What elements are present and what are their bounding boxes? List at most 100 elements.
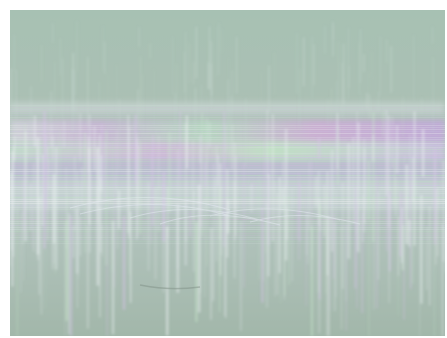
streak — [107, 73, 108, 144]
streak — [372, 112, 375, 242]
streak — [330, 149, 334, 252]
scan-line — [10, 133, 445, 134]
streak — [411, 195, 414, 284]
streak — [428, 206, 431, 306]
streak — [338, 41, 340, 104]
streak — [252, 181, 254, 203]
streak — [347, 27, 350, 100]
streak — [40, 45, 43, 83]
streak — [69, 215, 73, 336]
streak — [399, 192, 402, 257]
streak — [147, 182, 150, 271]
streak — [362, 138, 366, 233]
streak — [385, 39, 388, 63]
streak — [266, 110, 269, 178]
streak — [343, 77, 345, 122]
streak — [310, 226, 314, 336]
streak — [230, 96, 233, 154]
streak — [413, 35, 415, 101]
scan-line — [10, 139, 445, 140]
streak — [356, 111, 358, 251]
streak — [421, 129, 425, 177]
streak — [205, 118, 209, 213]
scan-line — [10, 111, 445, 112]
streak — [87, 148, 91, 225]
scan-line — [10, 143, 445, 144]
streak — [214, 177, 216, 215]
streak — [378, 91, 379, 112]
streak — [201, 112, 204, 237]
streak — [176, 149, 179, 269]
streak — [134, 114, 137, 184]
scan-line — [10, 129, 445, 130]
streak — [282, 161, 284, 205]
streak — [341, 62, 343, 119]
scan-line — [10, 109, 445, 110]
streak — [331, 88, 332, 125]
streak — [16, 202, 19, 232]
scan-line — [10, 115, 445, 116]
streak — [193, 61, 195, 85]
streak — [139, 56, 141, 128]
streak — [54, 62, 56, 116]
streak — [397, 216, 400, 276]
streak — [158, 134, 160, 232]
streak — [367, 219, 370, 336]
streak — [226, 200, 230, 234]
streak — [317, 227, 320, 293]
streak — [221, 28, 223, 53]
streak — [285, 208, 289, 240]
streak — [308, 162, 310, 230]
streak — [314, 176, 318, 207]
streak — [296, 32, 298, 94]
streak — [336, 80, 338, 155]
streak — [13, 135, 16, 161]
streak — [313, 44, 315, 86]
streak — [432, 27, 434, 44]
scan-line — [10, 105, 445, 106]
streak — [263, 224, 264, 281]
streak — [79, 216, 82, 256]
streak — [210, 228, 212, 320]
streak — [401, 225, 405, 271]
streak — [404, 154, 405, 220]
streak — [104, 41, 106, 74]
streak — [391, 116, 394, 169]
streak — [335, 190, 337, 297]
streak — [368, 72, 369, 100]
streak — [87, 56, 89, 127]
streak — [420, 194, 423, 304]
streak — [83, 134, 87, 187]
streak — [210, 41, 213, 107]
streak — [368, 94, 371, 119]
streak — [195, 26, 198, 79]
streak — [341, 182, 345, 289]
streak — [63, 120, 65, 148]
streak — [390, 46, 393, 93]
streak — [395, 125, 399, 174]
streak — [129, 211, 132, 303]
streak — [402, 95, 404, 137]
streak — [65, 220, 68, 322]
streak — [167, 188, 169, 238]
streak — [281, 188, 284, 213]
fan-arcs — [69, 196, 361, 226]
streak — [218, 189, 221, 313]
streak — [302, 37, 305, 87]
scan-line — [10, 135, 445, 136]
streak — [111, 220, 115, 335]
streak — [361, 212, 364, 314]
streak — [72, 225, 75, 258]
streak — [419, 214, 421, 336]
streak — [231, 70, 233, 113]
streak — [15, 69, 17, 121]
streak — [184, 123, 187, 242]
streak — [260, 72, 262, 134]
streak — [393, 157, 396, 206]
streak — [317, 137, 321, 159]
streak — [33, 115, 36, 147]
streak — [433, 148, 437, 245]
streak — [208, 26, 211, 90]
streak — [127, 115, 129, 234]
